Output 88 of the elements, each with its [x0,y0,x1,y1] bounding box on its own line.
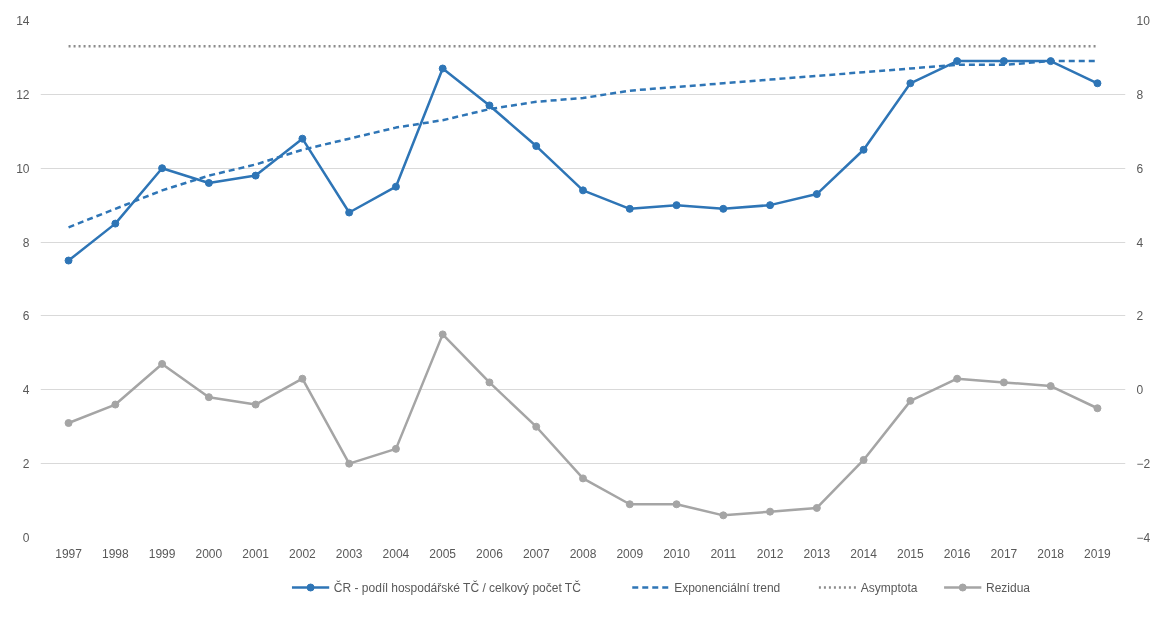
point [204,393,213,402]
point [532,142,541,151]
x-tick-label: 2017 [990,546,1018,561]
x-tick-label: 2002 [289,546,317,561]
point [64,256,73,265]
point [251,400,260,409]
point [999,57,1008,66]
point [766,201,775,210]
y-tick-label: 0 [22,531,30,545]
point [391,182,400,191]
x-tick-label: 2012 [756,546,784,561]
x-tick-label: 2013 [803,546,831,561]
point [953,374,962,383]
point [298,134,307,143]
point [1046,382,1055,391]
point [953,57,962,66]
x-tick-label: 2009 [616,546,644,561]
point [999,378,1008,387]
point [672,201,681,210]
point [859,455,868,464]
point [438,64,447,73]
y-tick-label: 2 [22,457,30,472]
point [906,396,915,405]
y2-tick-label: −4 [1136,531,1151,545]
y-tick-label: 8 [22,235,30,250]
x-tick-label: 2018 [1037,546,1065,561]
point [1093,79,1102,88]
y-tick-label: 4 [22,383,30,398]
y-tick-label: 10 [16,161,30,176]
point [345,459,354,468]
x-tick-label: 2008 [569,546,597,561]
point [812,503,821,512]
point [64,419,73,428]
point [579,186,587,195]
x-tick-label: 2004 [382,546,410,561]
point [438,330,447,339]
x-tick-label: 2011 [710,546,737,561]
point [158,164,167,173]
point [766,507,775,516]
x-tick-label: 1999 [148,546,176,561]
x-tick-label: 2003 [335,546,363,561]
x-tick-label: 2016 [943,546,971,561]
y-tick-label: 14 [16,14,30,28]
point [672,500,681,509]
point [111,400,120,409]
x-tick-label: 2019 [1084,546,1112,561]
y-tick-label: 12 [16,87,30,102]
x-tick-label: 2015 [897,546,925,561]
legend-label: Exponenciální trend [674,580,781,595]
x-tick-label: 2001 [242,546,270,561]
point [532,422,541,431]
point [204,178,213,187]
point [158,359,167,368]
x-tick-label: 2010 [663,546,691,561]
legend-label: ČR - podíl hospodářské TČ / celkový počet TČ [333,579,582,595]
point [719,204,728,213]
x-tick-label: 2000 [195,546,223,561]
y2-tick-label: 6 [1136,161,1144,176]
y2-tick-label: 0 [1136,383,1144,398]
point [625,500,634,509]
point [111,219,120,228]
point [485,378,494,387]
x-tick-label: 1997 [55,546,83,561]
point [345,208,354,217]
point [859,145,868,154]
point [812,190,821,199]
point [485,101,494,110]
y2-tick-label: 8 [1136,87,1144,102]
point [298,374,307,383]
x-tick-label: 2006 [476,546,504,561]
x-tick-label: 2007 [522,546,550,561]
y2-tick-label: 10 [1136,14,1151,28]
x-tick-label: 1998 [101,546,129,561]
x-tick-label: 2014 [850,546,878,561]
point [579,474,587,483]
point [625,204,634,213]
legend-label: Rezidua [985,580,1031,595]
x-tick-label: 2005 [429,546,457,561]
y-tick-label: 6 [22,309,30,324]
point [391,444,400,453]
y2-tick-label: −2 [1136,457,1151,472]
point [906,79,915,88]
y2-tick-label: 4 [1136,235,1144,250]
legend-label: Asymptota [860,580,918,595]
point [251,171,260,180]
point [719,511,728,520]
y2-tick-label: 2 [1136,309,1144,324]
point [1093,404,1102,413]
